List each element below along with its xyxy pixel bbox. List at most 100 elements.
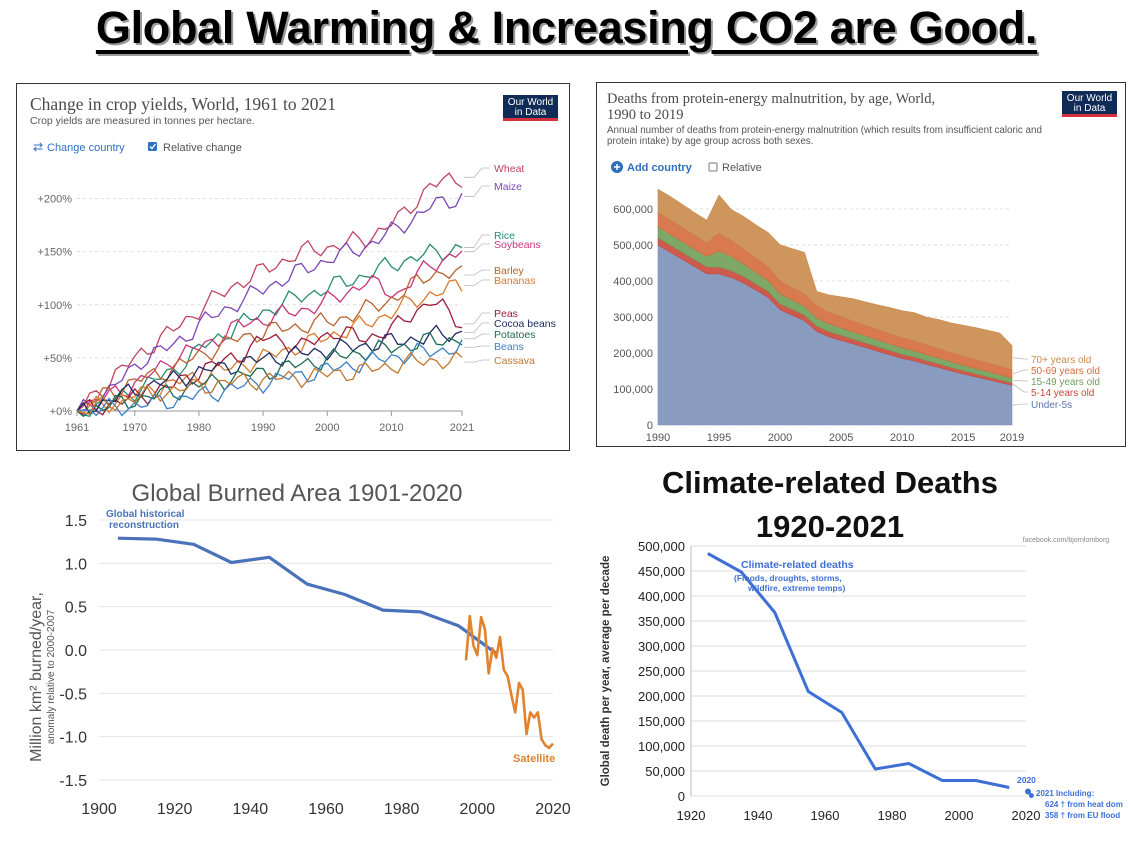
x-tick-label: 2015 bbox=[951, 432, 975, 444]
x-tick-label: 1960 bbox=[811, 808, 840, 823]
relative-change-checkbox[interactable]: Relative change bbox=[148, 142, 242, 154]
legend-connector bbox=[464, 167, 490, 178]
series-label: Climate-related deaths bbox=[741, 559, 854, 571]
x-tick-label: 1961 bbox=[65, 422, 89, 434]
legend-cocoa-beans: Cocoa beans bbox=[494, 318, 556, 330]
legend-potatoes: Potatoes bbox=[494, 329, 535, 341]
y-axis-sublabel: anomaly relative to 2000-2007 bbox=[46, 609, 57, 744]
y-tick-label: 500,000 bbox=[613, 240, 653, 252]
x-tick-label: 1940 bbox=[233, 801, 269, 818]
x-tick-label: 1940 bbox=[744, 808, 773, 823]
legend-connector bbox=[464, 345, 490, 348]
y-axis-label: Global death per year, average per decad… bbox=[600, 556, 612, 787]
y-tick-label: 250,000 bbox=[638, 664, 685, 679]
x-tick-label: 2010 bbox=[890, 432, 914, 444]
note-eu-flood: 358 † from EU flood bbox=[1045, 811, 1120, 820]
x-tick-label: 2020 bbox=[1012, 808, 1041, 823]
x-tick-label: 2019 bbox=[1000, 432, 1024, 444]
y-tick-label: +200% bbox=[37, 194, 72, 206]
climate-deaths-chart: Climate-related Deaths 1920-2021 faceboo… bbox=[596, 455, 1133, 848]
y-tick-label: +50% bbox=[44, 353, 73, 365]
x-tick-label: 1970 bbox=[123, 422, 147, 434]
point-2021-including bbox=[1028, 793, 1034, 798]
relative-checkbox[interactable]: Relative bbox=[708, 162, 762, 174]
series-label-historical-line2: reconstruction bbox=[109, 520, 179, 531]
legend-50-69-years-old: 50-69 years old bbox=[1031, 366, 1100, 377]
series-line-cassava bbox=[76, 350, 463, 415]
x-tick-label: 2021 bbox=[450, 422, 474, 434]
chart-title-line1: Climate-related Deaths bbox=[662, 465, 998, 500]
legend-70-years-old: 70+ years old bbox=[1031, 355, 1091, 366]
x-tick-label: 1920 bbox=[677, 808, 706, 823]
x-tick-label: 2010 bbox=[379, 422, 403, 434]
x-tick-label: 2000 bbox=[315, 422, 339, 434]
x-tick-label: 1980 bbox=[187, 422, 211, 434]
legend-connector bbox=[464, 243, 490, 253]
legend-connector bbox=[464, 269, 490, 276]
y-tick-label: 350,000 bbox=[638, 614, 685, 629]
series-label-satellite: Satellite bbox=[513, 753, 555, 765]
x-tick-label: 2000 bbox=[768, 432, 792, 444]
chart-subtitle: Crop yields are measured in tonnes per h… bbox=[30, 115, 255, 127]
y-tick-label: +100% bbox=[37, 300, 72, 312]
legend-5-14-years-old: 5-14 years old bbox=[1031, 388, 1094, 399]
legend-bananas: Bananas bbox=[494, 275, 535, 287]
legend-connector bbox=[1012, 383, 1028, 393]
legend-peas: Peas bbox=[494, 308, 518, 320]
series-line-global-historical-reconstruction bbox=[117, 536, 498, 655]
y-tick-label: +150% bbox=[37, 247, 72, 259]
chart-subtitle-line1: Annual number of deaths from protein-ene… bbox=[607, 125, 1042, 136]
x-tick-label: 1980 bbox=[384, 801, 420, 818]
legend-cassava: Cassava bbox=[494, 355, 535, 367]
y-tick-label: 300,000 bbox=[638, 639, 685, 654]
change-country-button[interactable]: ⇄ Change country bbox=[33, 140, 125, 154]
y-tick-label: -0.5 bbox=[59, 686, 87, 703]
page-headline: Global Warming & Increasing CO2 are Good… bbox=[95, 2, 1038, 53]
add-country-label: Add country bbox=[627, 162, 693, 174]
legend-connector bbox=[464, 333, 490, 340]
y-tick-label: 0.5 bbox=[65, 600, 87, 617]
legend-15-49-years-old: 15-49 years old bbox=[1031, 377, 1100, 388]
y-tick-label: 300,000 bbox=[613, 312, 653, 324]
y-tick-label: -1.0 bbox=[59, 730, 87, 747]
add-country-button[interactable]: Add country bbox=[611, 161, 693, 174]
owid-logo-line2: in Data bbox=[1074, 103, 1106, 114]
series-note-line2: wildfire, extreme temps) bbox=[747, 583, 845, 593]
x-tick-label: 1960 bbox=[308, 801, 344, 818]
legend-soybeans: Soybeans bbox=[494, 239, 541, 251]
chart-title: Change in crop yields, World, 1961 to 20… bbox=[30, 94, 336, 114]
chart-title: Global Burned Area 1901-2020 bbox=[132, 480, 463, 507]
x-tick-label: 1980 bbox=[878, 808, 907, 823]
owid-logo-line2: in Data bbox=[515, 107, 547, 118]
series-label-historical-line1: Global historical bbox=[106, 509, 185, 520]
x-tick-label: 2020 bbox=[535, 801, 571, 818]
x-tick-label: 1990 bbox=[251, 422, 275, 434]
y-tick-label: 50,000 bbox=[645, 764, 685, 779]
y-axis-label: Million km² burned/year, bbox=[28, 592, 45, 762]
y-tick-label: 100,000 bbox=[613, 384, 653, 396]
y-tick-label: 400,000 bbox=[613, 276, 653, 288]
legend-connector bbox=[1012, 403, 1028, 406]
crop-yields-chart: Change in crop yields, World, 1961 to 20… bbox=[16, 83, 570, 451]
legend-connector bbox=[464, 312, 490, 325]
series-line-beans bbox=[76, 339, 463, 417]
chart-title-line2: 1920-2021 bbox=[756, 509, 904, 544]
legend-under-5s: Under-5s bbox=[1031, 400, 1072, 411]
y-tick-label: 0 bbox=[647, 420, 653, 432]
chart-title-line2: 1990 to 2019 bbox=[607, 107, 684, 123]
owid-logo-line1: Our World bbox=[1067, 93, 1112, 104]
change-country-label: Change country bbox=[47, 142, 125, 154]
area-70-years-old bbox=[657, 188, 1013, 370]
chart-title-line1: Deaths from protein-energy malnutrition,… bbox=[607, 91, 935, 107]
y-tick-label: 200,000 bbox=[613, 348, 653, 360]
series-line-cocoa-beans bbox=[76, 324, 463, 415]
point-label-2021: 2021 Including: bbox=[1036, 789, 1094, 798]
legend-connector bbox=[1012, 380, 1028, 382]
series-note-line1: (Floods, droughts, storms, bbox=[734, 573, 842, 583]
relative-change-label: Relative change bbox=[163, 142, 242, 154]
owid-logo: Our World in Data bbox=[1062, 91, 1117, 117]
series-line-maize bbox=[76, 193, 463, 412]
legend-rice: Rice bbox=[494, 230, 515, 242]
series-line-potatoes bbox=[76, 331, 463, 418]
x-tick-label: 2005 bbox=[829, 432, 853, 444]
